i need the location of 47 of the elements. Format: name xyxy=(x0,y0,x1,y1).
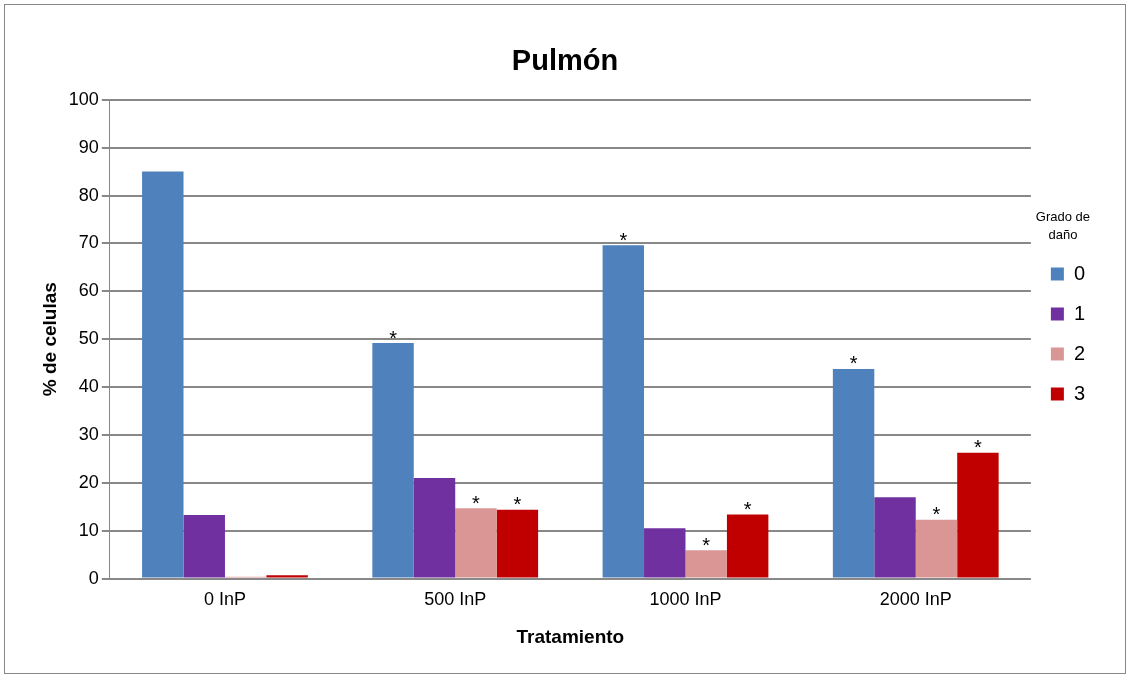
bar xyxy=(496,509,539,578)
bar xyxy=(372,343,414,578)
bar xyxy=(874,497,916,578)
bar xyxy=(142,171,184,578)
data-label: * xyxy=(974,436,983,459)
bar xyxy=(685,550,727,578)
bar xyxy=(413,478,456,578)
data-label: * xyxy=(472,491,481,514)
bar xyxy=(455,508,497,578)
bar xyxy=(183,514,225,578)
bar xyxy=(266,575,308,578)
legend-label: 3 xyxy=(1073,381,1085,404)
y-axis-title: % de celulas xyxy=(38,282,60,397)
y-tick-label: 60 xyxy=(78,280,99,301)
data-label: * xyxy=(513,493,522,516)
data-label: * xyxy=(932,503,941,526)
data-label: * xyxy=(743,497,752,520)
y-tick-label: 80 xyxy=(78,184,99,205)
legend-title: Grado de daño xyxy=(1035,209,1091,243)
data-label: * xyxy=(619,228,628,251)
y-tick-label: 70 xyxy=(78,232,99,253)
bar xyxy=(644,528,686,578)
x-tick-label: 2000 InP xyxy=(879,589,952,610)
y-tick-label: 100 xyxy=(68,88,99,109)
x-tick-label: 500 InP xyxy=(424,589,487,610)
y-tick-label: 0 xyxy=(88,567,99,588)
bar xyxy=(602,245,645,578)
y-tick-label: 20 xyxy=(78,471,99,492)
data-label: * xyxy=(849,352,858,375)
bar xyxy=(726,514,769,578)
chart-title: Pulmón xyxy=(511,44,619,77)
x-tick-label: 0 InP xyxy=(203,589,246,610)
y-tick-label: 10 xyxy=(78,519,99,540)
legend-label: 1 xyxy=(1073,301,1085,324)
bar xyxy=(832,368,875,578)
x-tick-label: 1000 InP xyxy=(649,589,722,610)
y-tick-label: 30 xyxy=(78,423,99,444)
bar xyxy=(957,452,999,578)
legend-label: 2 xyxy=(1073,341,1085,364)
y-tick-label: 40 xyxy=(78,376,99,397)
legend-label: 0 xyxy=(1073,261,1085,284)
y-tick-label: 50 xyxy=(78,328,99,349)
y-tick-label: 90 xyxy=(78,136,99,157)
data-label: * xyxy=(702,533,711,556)
x-axis-title: Tratamiento xyxy=(516,625,625,647)
data-label: * xyxy=(389,326,398,349)
bar xyxy=(915,519,958,578)
